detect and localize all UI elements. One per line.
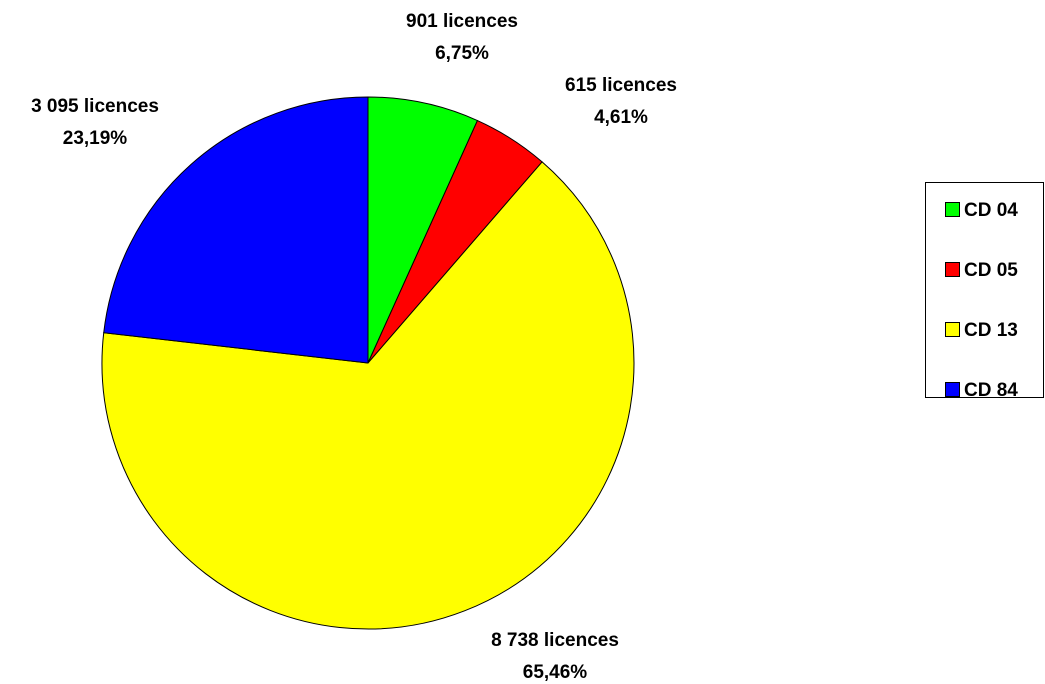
value-label: 8 738 licences (491, 630, 619, 651)
pie-slice (103, 96, 369, 364)
value-label: 3 095 licences (31, 96, 159, 117)
legend-swatch (945, 382, 960, 397)
legend-label: CD 13 (964, 320, 1018, 341)
value-label: 901 licences (406, 11, 518, 32)
legend-swatch (945, 202, 960, 217)
legend-box (925, 182, 1044, 398)
percentage-label: 4,61% (594, 107, 648, 128)
percentage-label: 23,19% (63, 128, 128, 149)
legend-label: CD 05 (964, 260, 1018, 281)
percentage-label: 65,46% (523, 662, 588, 683)
value-label: 615 licences (565, 75, 677, 96)
legend-label: CD 84 (964, 380, 1018, 401)
legend-swatch (945, 322, 960, 337)
percentage-label: 6,75% (435, 43, 489, 64)
legend-label: CD 04 (964, 200, 1018, 221)
pie-slice (367, 96, 479, 364)
legend-swatch (945, 262, 960, 277)
pie-slice (101, 161, 635, 630)
